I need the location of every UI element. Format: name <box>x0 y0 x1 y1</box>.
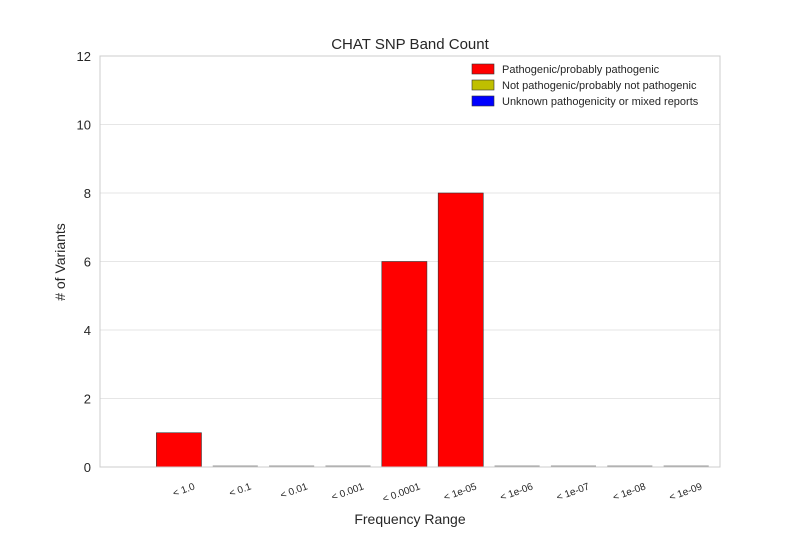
chart-title: CHAT SNP Band Count <box>331 36 489 53</box>
y-tick-label: 10 <box>77 118 91 133</box>
bars <box>156 192 709 468</box>
plot-frame <box>99 55 721 468</box>
y-tick-label: 2 <box>84 392 91 407</box>
bar-pathogenic <box>607 465 653 467</box>
bar-pathogenic <box>663 465 709 467</box>
bar-pathogenic <box>381 261 428 468</box>
bar-pathogenic <box>156 432 202 468</box>
bar-pathogenic <box>269 465 315 467</box>
y-axis-ticks: 0 2 4 6 8 10 12 <box>77 49 91 475</box>
bar-pathogenic <box>437 192 484 468</box>
bar-pathogenic <box>550 465 596 467</box>
y-tick-label: 4 <box>84 323 91 338</box>
legend-swatch-unknown <box>471 95 495 107</box>
bar-pathogenic <box>494 465 540 467</box>
y-tick-label: 6 <box>84 255 91 270</box>
legend-swatch-pathogenic <box>471 63 495 75</box>
bar-pathogenic <box>212 465 258 467</box>
legend-label-not-pathogenic: Not pathogenic/probably not pathogenic <box>502 80 697 92</box>
x-axis-label: Frequency Range <box>354 511 466 527</box>
bar-pathogenic <box>325 465 371 467</box>
y-tick-label: 8 <box>84 186 91 201</box>
y-tick-label: 0 <box>84 460 91 475</box>
legend-label-unknown: Unknown pathogenicity or mixed reports <box>502 96 699 108</box>
y-axis-label: # of Variants <box>52 223 68 301</box>
legend-label-pathogenic: Pathogenic/probably pathogenic <box>502 64 660 76</box>
legend: Pathogenic/probably pathogenic Not patho… <box>471 63 699 108</box>
y-tick-label: 12 <box>77 49 91 64</box>
legend-swatch-not-pathogenic <box>471 79 495 91</box>
